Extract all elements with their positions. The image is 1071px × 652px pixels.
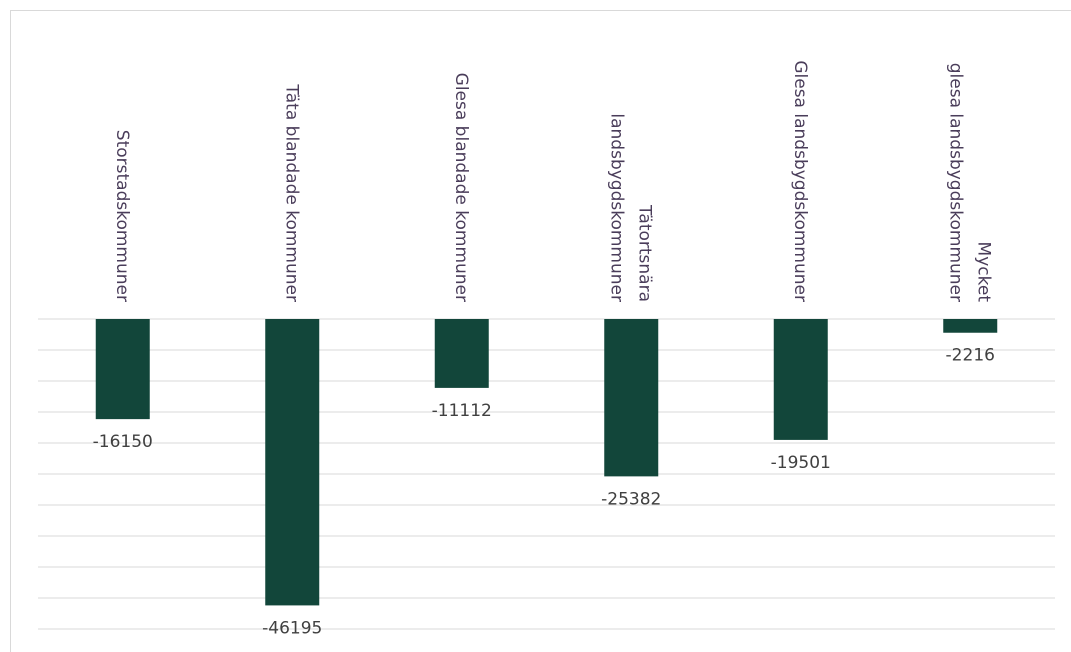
bar: [95, 319, 150, 420]
bar: [265, 319, 320, 606]
data-label: -25382: [601, 489, 661, 509]
bar: [434, 319, 489, 388]
data-label: -46195: [262, 618, 322, 638]
bar: [604, 319, 659, 477]
x-tick-label: Mycketglesa landsbygdskommuner: [945, 63, 993, 303]
bar: [943, 319, 998, 333]
x-tick-label: Täta blandade kommuner: [281, 83, 301, 302]
chart-frame: [10, 10, 1071, 652]
data-label: -19501: [771, 453, 831, 473]
data-label: -16150: [93, 432, 153, 452]
bar: [773, 319, 828, 440]
x-tick-label: Storstadskommuner: [112, 130, 132, 302]
x-tick-label: Tätortsnäralandsbygdskommuner: [606, 113, 654, 302]
x-tick-label: Glesa blandade kommuner: [451, 73, 471, 302]
data-label: -2216: [946, 346, 995, 366]
data-label: -11112: [432, 401, 492, 421]
x-tick-label: Glesa landsbygdskommuner: [790, 60, 810, 302]
